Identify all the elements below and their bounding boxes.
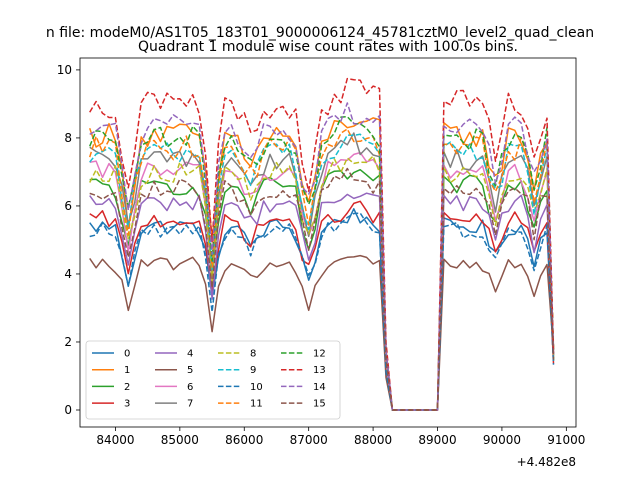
series-line-5 — [89, 254, 555, 411]
series-line-10 — [89, 212, 555, 411]
series-line-9 — [89, 133, 555, 411]
y-tick-label: 0 — [64, 403, 72, 417]
legend-label: 12 — [313, 349, 326, 360]
legend-label: 2 — [124, 382, 130, 393]
series-line-8 — [89, 155, 555, 411]
x-tick-label: 89000 — [418, 433, 456, 447]
x-tick-label: 88000 — [354, 433, 392, 447]
series-line-14 — [89, 102, 555, 411]
y-tick-label: 4 — [64, 267, 72, 281]
series-line-3 — [89, 200, 555, 411]
x-tick-label: 85000 — [161, 433, 199, 447]
legend-label: 10 — [250, 382, 263, 393]
x-tick-label: 91000 — [547, 433, 585, 447]
legend-label: 5 — [187, 365, 193, 376]
legend-label: 8 — [250, 349, 256, 360]
series-lines — [88, 77, 555, 411]
series-line-1 — [88, 117, 555, 411]
legend-label: 3 — [124, 399, 130, 410]
series-line-12 — [89, 115, 555, 411]
x-offset-label: +4.482e8 — [517, 455, 576, 469]
x-tick-label: 84000 — [96, 433, 134, 447]
series-line-7 — [89, 132, 555, 411]
legend-label: 4 — [187, 349, 193, 360]
y-tick-label: 10 — [57, 63, 72, 77]
legend-label: 14 — [313, 382, 326, 393]
legend-label: 11 — [250, 399, 263, 410]
x-tick-label: 90000 — [483, 433, 521, 447]
legend-label: 6 — [187, 382, 193, 393]
y-tick-label: 6 — [64, 199, 72, 213]
series-line-0 — [89, 208, 555, 411]
figure-suptitle: n file: modeM0/AS1T05_183T01_9000006124_… — [46, 25, 594, 41]
axes-frame — [79, 57, 577, 428]
legend-label: 7 — [187, 399, 193, 410]
series-line-13 — [89, 77, 555, 411]
chart-title: Quadrant 1 module wise count rates with … — [138, 39, 518, 55]
y-tick-label: 2 — [64, 335, 72, 349]
x-tick-label: 86000 — [225, 433, 263, 447]
legend-label: 13 — [313, 365, 326, 376]
legend-label: 15 — [313, 399, 326, 410]
x-axis: 84000 85000 86000 87000 88000 89000 90000 91000 — [96, 427, 585, 447]
legend-label: 9 — [250, 365, 256, 376]
legend-box — [85, 340, 341, 420]
series-line-4 — [89, 192, 555, 411]
legend-label: 1 — [124, 365, 130, 376]
y-tick-label: 8 — [64, 131, 72, 145]
x-tick-label: 87000 — [290, 433, 328, 447]
series-line-15 — [89, 167, 555, 411]
legend-label: 0 — [124, 349, 130, 360]
series-line-11 — [88, 128, 555, 411]
y-axis: 0 2 4 6 8 10 — [57, 63, 80, 417]
